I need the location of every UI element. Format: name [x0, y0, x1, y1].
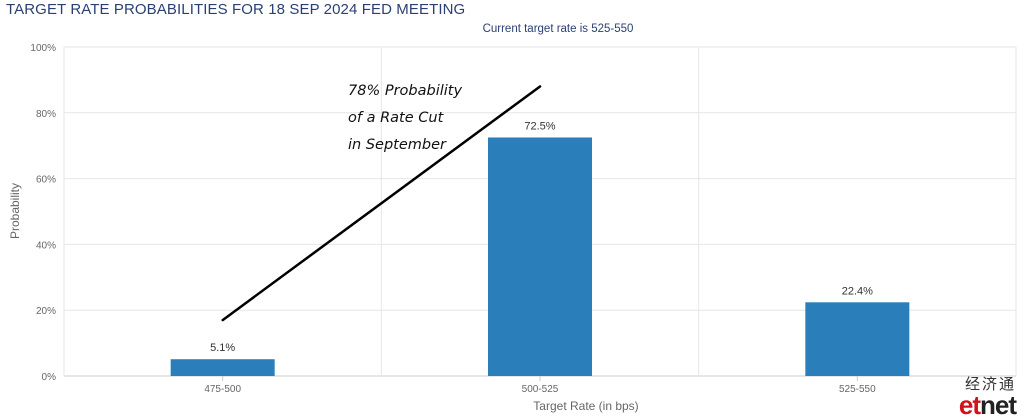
logo-etnet-text: etnet — [958, 390, 1017, 419]
chart-subtitle: Current target rate is 525-550 — [482, 23, 634, 35]
data-label: 72.5% — [524, 120, 555, 132]
trend-line-stroke — [221, 85, 542, 322]
etnet-logo: 经济通 etnet — [958, 375, 1017, 419]
logo-chinese-text: 经济通 — [964, 375, 1016, 393]
y-tick-label: 20% — [36, 306, 56, 317]
annotation-line-1: 78% Probability — [348, 83, 463, 99]
chart-title: TARGET RATE PROBABILITIES FOR 18 SEP 202… — [6, 1, 466, 18]
x-tick-labels: 475-500 500-525 525-550 — [204, 376, 876, 395]
bars — [170, 137, 910, 376]
y-tick-label: 0% — [42, 372, 57, 383]
data-label: 5.1% — [210, 342, 235, 354]
y-tick-label: 100% — [30, 43, 56, 54]
x-tick-label: 475-500 — [204, 384, 241, 395]
y-tick-label: 80% — [36, 109, 56, 120]
trend-line — [221, 85, 542, 322]
bar — [170, 359, 275, 376]
bar — [488, 137, 592, 376]
x-tick-label: 500-525 — [522, 384, 559, 395]
data-label: 22.4% — [842, 285, 873, 297]
data-labels: 5.1% 72.5% 22.4% — [210, 120, 873, 354]
logo-et: et — [958, 390, 981, 419]
y-tick-label: 60% — [36, 175, 56, 186]
x-tick-label: 525-550 — [839, 384, 876, 395]
x-axis-label: Target Rate (in bps) — [533, 399, 638, 413]
y-axis-label: Probability — [8, 183, 22, 239]
y-tick-label: 40% — [36, 240, 56, 251]
bar — [805, 302, 910, 376]
y-tick-labels: 0% 20% 40% 60% 80% 100% — [30, 43, 56, 383]
annotation-line-2: of a Rate Cut — [348, 110, 444, 126]
logo-net: net — [980, 390, 1017, 419]
annotation-line-3: in September — [348, 137, 446, 153]
